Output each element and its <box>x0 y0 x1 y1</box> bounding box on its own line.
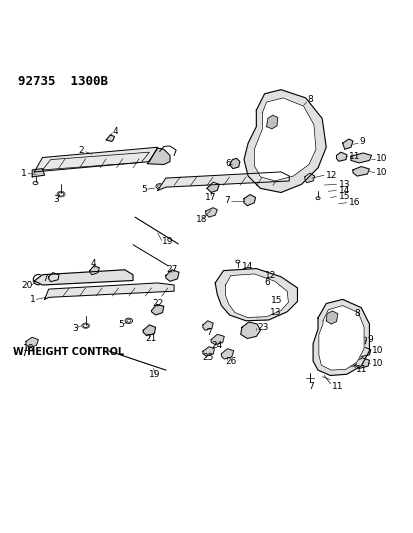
Polygon shape <box>354 346 370 357</box>
Polygon shape <box>243 90 325 192</box>
Polygon shape <box>202 321 213 330</box>
Polygon shape <box>211 334 224 345</box>
Polygon shape <box>166 270 178 281</box>
Text: 7: 7 <box>224 196 230 205</box>
Polygon shape <box>90 265 99 274</box>
Text: 7: 7 <box>206 328 211 337</box>
Text: W/HEIGHT CONTROL: W/HEIGHT CONTROL <box>13 347 124 357</box>
Text: 13: 13 <box>338 180 349 189</box>
Text: 27: 27 <box>166 265 177 274</box>
Text: 18: 18 <box>195 215 206 224</box>
Polygon shape <box>312 300 368 375</box>
Polygon shape <box>342 139 352 149</box>
Text: 8: 8 <box>354 309 359 318</box>
Text: 10: 10 <box>370 346 382 356</box>
Polygon shape <box>34 147 157 172</box>
Text: 1: 1 <box>21 169 27 178</box>
Text: 5: 5 <box>141 185 147 193</box>
Polygon shape <box>356 336 366 345</box>
Polygon shape <box>318 305 363 370</box>
Text: 7: 7 <box>307 382 313 391</box>
Text: 15: 15 <box>338 192 349 201</box>
Text: 17: 17 <box>204 193 216 202</box>
Polygon shape <box>206 182 219 192</box>
Text: 18: 18 <box>23 344 34 353</box>
Polygon shape <box>202 346 214 356</box>
Text: 92735  1300B: 92735 1300B <box>18 75 107 88</box>
Text: 24: 24 <box>211 341 222 350</box>
Polygon shape <box>34 270 133 285</box>
Text: 3: 3 <box>53 195 58 204</box>
Text: 8: 8 <box>307 95 313 104</box>
Text: 20: 20 <box>21 280 33 289</box>
Text: 13: 13 <box>269 308 280 317</box>
Polygon shape <box>354 358 368 368</box>
Text: 6: 6 <box>264 278 270 287</box>
Polygon shape <box>254 309 265 318</box>
Text: 15: 15 <box>270 296 282 305</box>
Text: 12: 12 <box>264 271 275 280</box>
Polygon shape <box>151 304 164 315</box>
Text: 25: 25 <box>202 353 213 362</box>
Text: 10: 10 <box>370 359 382 368</box>
Polygon shape <box>304 173 314 183</box>
Polygon shape <box>347 358 356 367</box>
Text: 22: 22 <box>152 299 164 308</box>
Polygon shape <box>258 297 267 306</box>
Text: 4: 4 <box>112 127 118 136</box>
Polygon shape <box>229 158 239 168</box>
Polygon shape <box>325 311 337 324</box>
Text: 5: 5 <box>118 320 124 329</box>
Text: 7: 7 <box>43 274 48 284</box>
Polygon shape <box>215 269 297 321</box>
Text: 6: 6 <box>225 159 231 168</box>
Text: 19: 19 <box>149 370 161 379</box>
Polygon shape <box>143 325 155 336</box>
Text: 14: 14 <box>338 186 349 195</box>
Text: 12: 12 <box>325 171 337 180</box>
Polygon shape <box>106 135 114 141</box>
Text: 9: 9 <box>358 138 364 147</box>
Text: 11: 11 <box>355 365 366 374</box>
Polygon shape <box>266 115 277 129</box>
Polygon shape <box>221 349 233 359</box>
Polygon shape <box>49 273 59 282</box>
Text: 10: 10 <box>375 168 386 177</box>
Text: 23: 23 <box>256 323 268 332</box>
Text: 21: 21 <box>145 334 156 343</box>
Polygon shape <box>336 152 346 161</box>
Text: 11: 11 <box>332 382 343 391</box>
Polygon shape <box>157 172 289 190</box>
Text: 16: 16 <box>348 198 359 207</box>
Text: 26: 26 <box>225 357 236 366</box>
Text: 9: 9 <box>366 335 372 344</box>
Polygon shape <box>240 322 260 338</box>
Polygon shape <box>45 283 174 300</box>
Polygon shape <box>225 274 288 318</box>
Polygon shape <box>205 208 217 217</box>
Polygon shape <box>147 148 170 165</box>
Text: 19: 19 <box>161 237 173 246</box>
Text: 14: 14 <box>241 262 253 271</box>
Polygon shape <box>254 98 315 181</box>
Text: 11: 11 <box>348 152 359 161</box>
Text: 4: 4 <box>91 259 96 268</box>
Text: 1: 1 <box>30 295 36 304</box>
Polygon shape <box>32 168 45 177</box>
Text: 3: 3 <box>72 324 78 333</box>
Polygon shape <box>350 153 370 163</box>
Text: 2: 2 <box>78 146 84 155</box>
Text: 10: 10 <box>375 154 386 163</box>
Polygon shape <box>243 195 255 206</box>
Polygon shape <box>26 337 38 348</box>
Polygon shape <box>352 167 368 176</box>
